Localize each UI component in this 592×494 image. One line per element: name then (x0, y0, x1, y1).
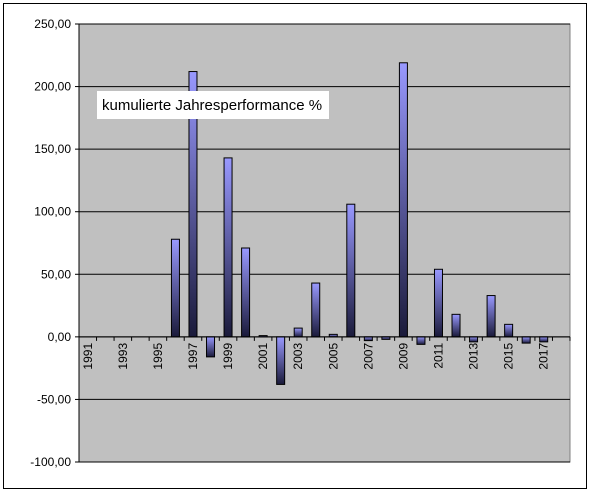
x-tick-label: 2013 (467, 343, 481, 370)
x-tick-label: 2001 (256, 343, 270, 370)
bar-2002 (276, 336, 286, 385)
y-tick-label: 0,00 (48, 330, 72, 344)
bar-2011 (433, 268, 443, 338)
x-tick-label: 2005 (326, 343, 340, 370)
grid-lines (79, 23, 570, 463)
bar-2006 (346, 203, 356, 338)
plot-area (78, 23, 571, 463)
bar-2009 (398, 62, 408, 338)
bar-2000 (241, 247, 251, 338)
bar-1999 (223, 157, 233, 338)
legend-box (97, 91, 329, 119)
y-tick-label: 250,00 (34, 17, 71, 31)
x-tick-label: 1993 (116, 343, 130, 370)
legend-label: kumulierte Jahresperformance % (102, 97, 322, 114)
y-tick-label: 50,00 (41, 267, 71, 281)
x-tick-label: 1997 (186, 343, 200, 370)
x-tick-label: 2015 (502, 343, 516, 370)
y-tick-label: -50,00 (37, 392, 71, 406)
y-tick-label: 200,00 (34, 80, 71, 94)
x-tick-label: 1995 (151, 343, 165, 370)
bar-1996 (170, 238, 180, 338)
bar-2004 (311, 282, 321, 338)
x-tick-label: 2007 (361, 343, 375, 370)
bar-2003 (293, 327, 303, 338)
y-tick-label: 150,00 (34, 142, 71, 156)
x-tick-labels: 1991 1993 1995 1997 1999 2001 2003 2005 2007 2009… (81, 343, 551, 370)
y-tick-labels: -100,00 -50,00 0,00 50,00 100,00 150,00 200,00… (30, 17, 79, 469)
bar-2016 (521, 336, 531, 344)
bar-2010 (416, 336, 426, 345)
bar-2014 (486, 295, 496, 338)
x-tick-label: 2017 (537, 343, 551, 370)
bar-1998 (206, 336, 216, 358)
x-tick-label: 1991 (81, 343, 95, 370)
x-tick-label: 1999 (221, 343, 235, 370)
bar-2013 (469, 336, 479, 343)
bar-2017 (539, 336, 549, 343)
bar-2012 (451, 313, 461, 338)
bar-2007 (363, 336, 373, 342)
legend: kumulierte Jahresperformance % (97, 91, 329, 119)
bar-2015 (504, 323, 514, 338)
axes (78, 24, 571, 462)
y-tick-label: -100,00 (30, 455, 71, 469)
x-tick-label: 2011 (431, 343, 445, 369)
x-tick-label: 2009 (396, 343, 410, 370)
y-tick-label: 100,00 (34, 205, 71, 219)
x-tick-label: 2003 (291, 343, 305, 370)
